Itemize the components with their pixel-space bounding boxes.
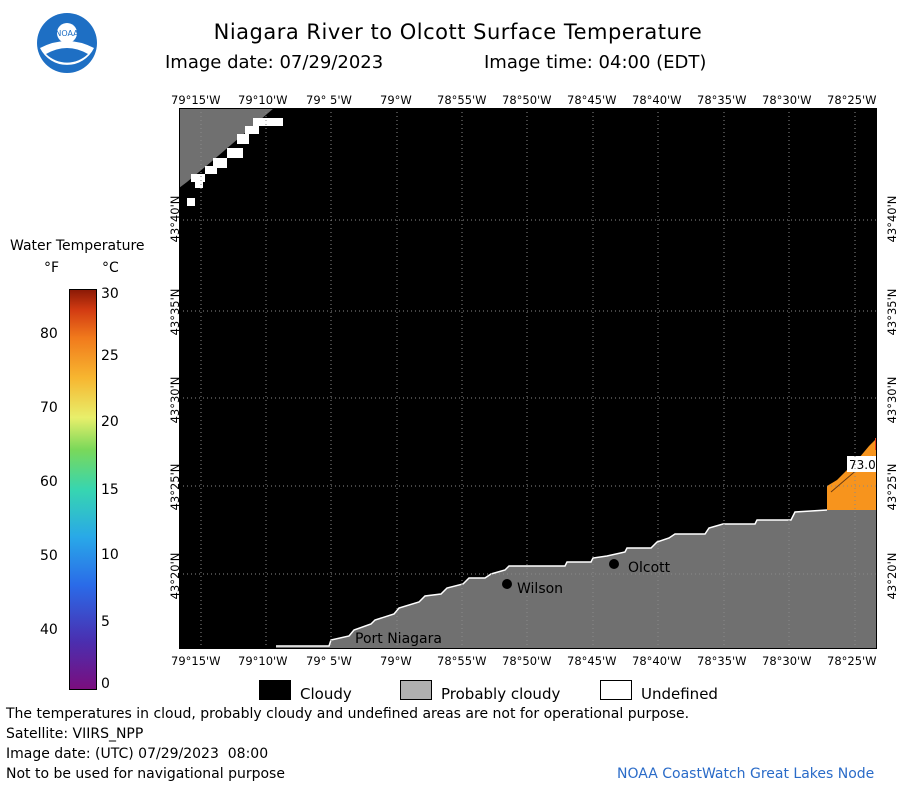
south-shore-land [276, 510, 877, 649]
c-tick: 5 [101, 614, 110, 630]
lon-tick: 78°55'W [437, 93, 487, 107]
scale-unit-c: °C [102, 260, 119, 276]
lon-tick: 78°35'W [697, 654, 747, 668]
disclaimer: The temperatures in cloud, probably clou… [6, 706, 690, 722]
lon-tick: 78°40'W [632, 93, 682, 107]
c-tick: 15 [101, 482, 119, 498]
legend-cloudy-swatch [259, 680, 291, 700]
lon-tick: 79°10'W [238, 654, 288, 668]
lat-tick: 43°25'N [885, 463, 899, 511]
c-tick: 20 [101, 414, 119, 430]
f-tick: 70 [40, 400, 58, 416]
logo-text: NOAA [55, 29, 79, 38]
utc-date: Image date: (UTC) 07/29/2023 08:00 [6, 746, 269, 762]
map-border [179, 108, 877, 649]
legend-cloudy-label: Cloudy [300, 685, 352, 703]
port-niagara-label: Port Niagara [355, 631, 442, 647]
image-time: Image time: 04:00 (EDT) [484, 52, 707, 73]
lon-tick: 78°45'W [567, 654, 617, 668]
satellite: Satellite: VIIRS_NPP [6, 726, 144, 742]
lat-tick: 43°20'N [885, 552, 899, 600]
c-tick: 25 [101, 348, 119, 364]
olcott-label: Olcott [628, 560, 671, 576]
c-tick: 0 [101, 676, 110, 692]
lon-tick: 78°45'W [567, 93, 617, 107]
nav-warning: Not to be used for navigational purpose [6, 766, 285, 782]
legend-undefined-swatch [600, 680, 632, 700]
f-tick: 50 [40, 548, 58, 564]
shoreline [276, 509, 828, 647]
lon-tick: 78°25'W [827, 93, 877, 107]
undefined-area [187, 118, 283, 206]
temperature-map: 73.0 Olcott Wilson Port Niagara [179, 108, 877, 649]
image-date: Image date: 07/29/2023 [165, 52, 384, 73]
lon-tick: 78°25'W [827, 654, 877, 668]
olcott-marker [609, 559, 619, 569]
lon-tick: 79°15'W [171, 654, 221, 668]
legend-undefined-label: Undefined [641, 685, 718, 703]
lon-tick: 78°40'W [632, 654, 682, 668]
scale-title: Water Temperature [10, 238, 145, 254]
temp-label: 73.0 [849, 458, 876, 472]
graticule [179, 108, 877, 649]
lon-tick: 78°50'W [502, 654, 552, 668]
lon-tick: 79°10'W [238, 93, 288, 107]
lon-tick: 78°30'W [762, 93, 812, 107]
f-tick: 40 [40, 622, 58, 638]
wilson-marker [502, 579, 512, 589]
legend-probably-cloudy-swatch [400, 680, 432, 700]
c-tick: 10 [101, 547, 119, 563]
lon-tick: 78°50'W [502, 93, 552, 107]
lon-tick: 79° 5'W [306, 654, 352, 668]
scale-unit-f: °F [44, 260, 60, 276]
c-tick: 30 [101, 286, 119, 302]
wilson-label: Wilson [517, 581, 563, 597]
credit: NOAA CoastWatch Great Lakes Node [617, 766, 875, 782]
lon-tick: 79° 5'W [306, 93, 352, 107]
color-scale-bar [69, 289, 97, 690]
page-title: Niagara River to Olcott Surface Temperat… [213, 20, 703, 44]
lon-tick: 79°W [380, 654, 412, 668]
lat-tick: 43°30'N [885, 376, 899, 424]
f-tick: 60 [40, 474, 58, 490]
lat-tick: 43°35'N [885, 288, 899, 336]
lon-tick: 79°15'W [171, 93, 221, 107]
lat-tick: 43°40'N [885, 195, 899, 243]
noaa-logo: NOAA [37, 13, 97, 73]
legend-probably-cloudy-label: Probably cloudy [441, 685, 561, 703]
lon-tick: 78°55'W [437, 654, 487, 668]
lon-tick: 78°30'W [762, 654, 812, 668]
lon-tick: 78°35'W [697, 93, 747, 107]
f-tick: 80 [40, 326, 58, 342]
lon-tick: 79°W [380, 93, 412, 107]
